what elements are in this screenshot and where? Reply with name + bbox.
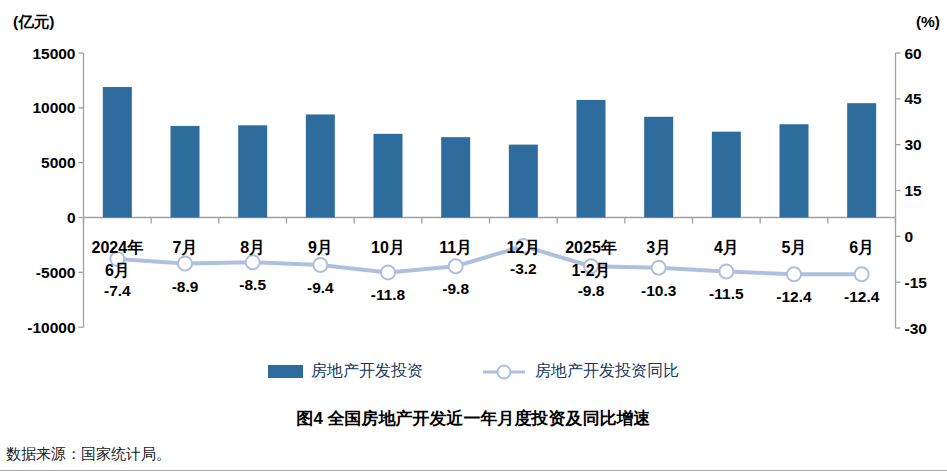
- legend-label-bar-series: 房地产开发投资: [311, 361, 423, 382]
- category-label: 1-2月: [571, 262, 610, 279]
- line-marker: [246, 255, 260, 269]
- line-data-label: -7.4: [104, 282, 131, 299]
- category-label: 12月: [506, 239, 540, 256]
- line-series-swatch: [481, 364, 527, 380]
- plot-area: 15000 10000 5000 0 -5000 -10000 60 45 30 15 0 -15 -3…: [0, 0, 947, 350]
- bar: [644, 117, 673, 218]
- legend-item-line-series: 房地产开发投资同比: [481, 361, 679, 382]
- bar: [374, 134, 403, 218]
- line-marker: [381, 265, 395, 279]
- line-marker: [652, 261, 666, 275]
- line-data-label: -12.4: [844, 288, 880, 305]
- right-axis-tick-label: -30: [905, 320, 927, 337]
- chart-title: 图4 全国房地产开发近一年月度投资及同比增速: [0, 407, 947, 430]
- left-axis-tick-label: 15000: [32, 45, 75, 62]
- right-axis-tick-label: 30: [905, 136, 922, 153]
- category-label: 9月: [308, 239, 333, 256]
- line-marker: [719, 264, 733, 278]
- data-source-note: 数据来源：国家统计局。: [6, 445, 171, 464]
- bar: [847, 103, 876, 217]
- bar: [509, 145, 538, 218]
- category-label: 7月: [173, 239, 198, 256]
- line-series: [117, 246, 861, 274]
- line-data-label: -11.5: [709, 285, 744, 302]
- line-data-label: -9.8: [578, 282, 605, 299]
- right-axis-tick-label: 45: [905, 90, 923, 107]
- line-data-label: -12.4: [776, 288, 812, 305]
- line-marker: [787, 267, 801, 281]
- bar: [780, 124, 809, 217]
- category-label: 2025年: [565, 239, 617, 256]
- bar: [103, 87, 132, 217]
- chart-legend: 房地产开发投资 房地产开发投资同比: [0, 361, 947, 382]
- right-axis-tick-label: 0: [905, 228, 914, 245]
- bottom-divider: [0, 470, 947, 471]
- category-label: 2024年: [92, 239, 144, 256]
- line-data-label: -3.2: [510, 260, 537, 277]
- category-label: 3月: [646, 239, 671, 256]
- left-axis-tick-label: -5000: [36, 264, 76, 281]
- bar: [577, 100, 606, 218]
- category-label: 11月: [439, 239, 472, 256]
- line-marker: [178, 257, 192, 271]
- bar: [306, 114, 335, 217]
- category-label: 5月: [782, 239, 807, 256]
- bar: [238, 125, 267, 217]
- left-axis-tick-label: 0: [67, 209, 76, 226]
- chart-figure: (亿元) (%) 150001000050000-5000-1000060453…: [0, 0, 947, 473]
- right-axis-tick-label: 60: [905, 45, 922, 62]
- line-data-label: -10.3: [641, 282, 677, 299]
- line-marker: [855, 267, 869, 281]
- line-data-label: -8.5: [239, 276, 266, 293]
- line-data-label: -9.4: [307, 279, 334, 296]
- left-axis-tick-label: -10000: [27, 319, 75, 336]
- right-axis-tick-label: 15: [905, 182, 923, 199]
- line-marker: [449, 259, 463, 273]
- line-data-label: -11.8: [371, 286, 406, 303]
- bar-series-swatch: [268, 365, 303, 378]
- category-label: 6月: [849, 239, 874, 256]
- bar: [712, 132, 741, 218]
- line-marker: [313, 258, 327, 272]
- left-axis-tick-label: 5000: [41, 154, 75, 171]
- category-label: 6月: [105, 262, 130, 279]
- category-label: 8月: [240, 239, 265, 256]
- right-axis-tick-label: -15: [905, 274, 928, 291]
- category-label: 10月: [371, 239, 405, 256]
- legend-label-line-series: 房地产开发投资同比: [535, 361, 679, 382]
- legend-item-bar-series: 房地产开发投资: [268, 361, 423, 382]
- bar: [171, 126, 200, 218]
- line-data-label: -9.8: [442, 280, 469, 297]
- bar: [441, 137, 470, 217]
- left-axis-tick-label: 10000: [32, 99, 75, 116]
- category-label: 4月: [714, 239, 739, 256]
- line-data-label: -8.9: [172, 278, 199, 295]
